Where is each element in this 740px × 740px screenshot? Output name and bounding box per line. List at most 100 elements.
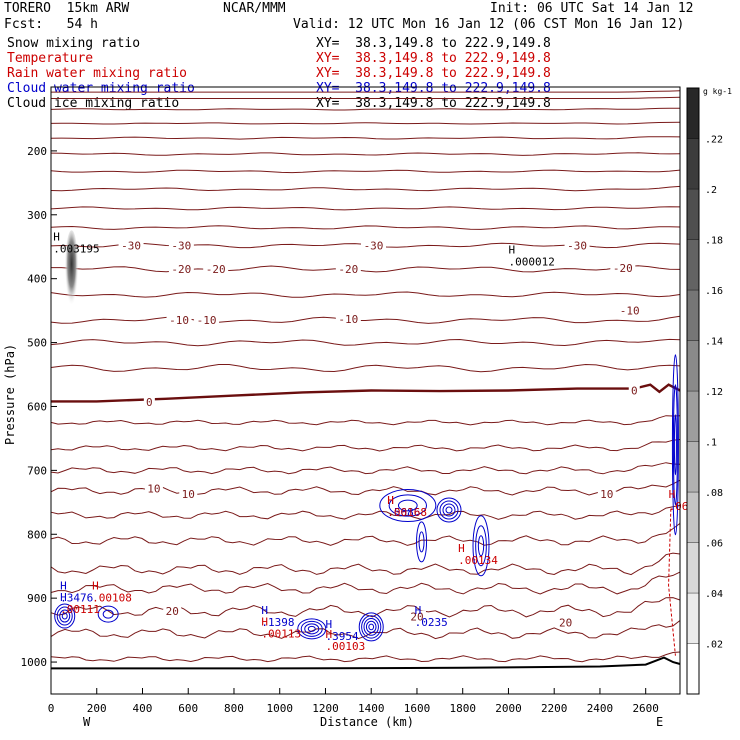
isotherm-line — [50, 169, 681, 174]
colorbar-segment — [686, 390, 700, 442]
high-marker: H — [92, 580, 99, 593]
temp-contour-label: -30 — [171, 239, 191, 252]
y-tick-label: 900 — [27, 592, 47, 605]
y-tick-label: 400 — [27, 273, 47, 286]
cloud-water-contour — [439, 500, 459, 520]
y-tick-label: 700 — [27, 464, 47, 477]
cloud-water-contour — [445, 506, 453, 514]
snow-shading — [64, 230, 79, 315]
field-label-temperature: Temperature — [7, 51, 94, 66]
temp-label-bg — [597, 488, 616, 501]
temp-label-bg — [610, 261, 636, 274]
high-marker: H — [53, 231, 60, 244]
temp-contour-label: -20 — [171, 263, 191, 276]
high-marker: H — [60, 580, 67, 593]
high-marker: H — [261, 604, 268, 617]
x-tick-label: 1800 — [449, 702, 476, 715]
temp-contour-label: 20 — [559, 616, 572, 629]
temp-contour-label: -10 — [338, 313, 358, 326]
isotherm-line — [50, 185, 681, 192]
temp-label-bg — [144, 482, 163, 495]
forecast-hour: Fcst: 54 h — [4, 17, 98, 32]
isotherm-zero-line — [51, 383, 681, 403]
temp-contour-label: 20 — [166, 605, 179, 618]
x-tick-label: 2200 — [541, 702, 568, 715]
y-tick-label: 300 — [27, 209, 47, 222]
temp-contour-label: -20 — [338, 263, 358, 276]
cloud-water-contour — [472, 515, 490, 577]
high-marker: H — [325, 618, 332, 631]
cloud-water-contour — [477, 535, 485, 557]
high-marker: H — [458, 542, 465, 555]
isotherm-line — [50, 415, 681, 426]
y-tick-label: 1000 — [21, 656, 48, 669]
extremum-value: .0235 — [415, 616, 448, 629]
extremum-value: .1398 — [261, 616, 294, 629]
y-axis-label: Pressure (hPa) — [3, 344, 17, 445]
cloud-water-contour — [442, 503, 456, 517]
cloud-water-contour — [363, 618, 379, 636]
colorbar-tick-label: .02 — [705, 640, 723, 651]
isotherm-line — [50, 291, 681, 298]
org-title: NCAR/MMM — [223, 1, 286, 16]
temp-contour-label: 0 — [146, 396, 153, 409]
extremum-value: .00168 — [387, 506, 427, 519]
temp-label-bg — [163, 604, 182, 617]
x-tick-label: 1600 — [404, 702, 431, 715]
field-xy-cloud-ice: XY= 38.3,149.8 to 222.9,149.8 — [316, 96, 551, 111]
cloud-water-contour — [475, 525, 487, 567]
colorbar-segment — [686, 138, 700, 190]
y-tick-label: 800 — [27, 528, 47, 541]
isotherm-line — [50, 136, 681, 140]
cloud-water-contour — [102, 609, 114, 619]
isotherm-line — [50, 462, 681, 475]
isotherm-line — [50, 206, 681, 211]
temp-contour-label: -30 — [121, 239, 141, 252]
colorbar-segment — [686, 491, 700, 543]
model-title: TORERO 15km ARW — [4, 1, 130, 16]
colorbar-segment — [686, 239, 700, 291]
x-tick-label: 400 — [133, 702, 153, 715]
plot-frame — [50, 86, 681, 695]
high-marker: H — [325, 628, 332, 641]
colorbar-tick-label: .18 — [705, 236, 723, 247]
high-marker: H — [669, 488, 676, 501]
temp-label-bg — [628, 384, 640, 397]
colorbar-tick-label: .2 — [705, 185, 717, 196]
temp-label-bg — [118, 239, 144, 252]
high-marker: H — [60, 591, 67, 604]
cloud-water-contour — [671, 354, 679, 536]
isotherm-line — [51, 96, 681, 99]
extremum-value: .3476 — [60, 592, 93, 605]
extremum-value: .000012 — [508, 256, 554, 269]
temp-label-bg — [335, 312, 361, 325]
high-marker: H — [508, 244, 515, 257]
x-tick-label: 1400 — [358, 702, 385, 715]
high-marker: H — [387, 494, 394, 507]
isotherm-line — [50, 363, 681, 373]
colorbar-frame — [686, 87, 700, 695]
colorbar-segment — [686, 592, 700, 644]
x-tick-label: 1000 — [266, 702, 293, 715]
colorbar-tick-label: .14 — [705, 337, 723, 348]
cloud-water-contour — [358, 612, 384, 642]
cloud-water-contour — [388, 494, 427, 517]
colorbar-tick-label: .06 — [705, 539, 723, 550]
colorbar-tick-label: .22 — [705, 135, 723, 146]
high-marker: H — [415, 604, 422, 617]
field-label-cloud-ice: Cloud ice mixing ratio — [7, 96, 180, 111]
cloud-water-contour — [397, 499, 418, 512]
cloud-water-contour — [304, 623, 320, 635]
isotherm-line — [50, 107, 680, 111]
cloud-water-contour — [672, 384, 678, 506]
isotherm-line — [50, 338, 681, 347]
isotherm-line — [50, 152, 681, 156]
temp-label-bg — [179, 488, 198, 501]
cloud-water-contour — [418, 531, 425, 553]
x-tick-label: 200 — [87, 702, 107, 715]
colorbar-tick-label: .16 — [705, 286, 723, 297]
cloud-water-contour — [54, 603, 76, 629]
x-tick-label: 600 — [178, 702, 198, 715]
colorbar-tick-label: .04 — [705, 589, 723, 600]
colorbar-segment — [686, 441, 700, 493]
